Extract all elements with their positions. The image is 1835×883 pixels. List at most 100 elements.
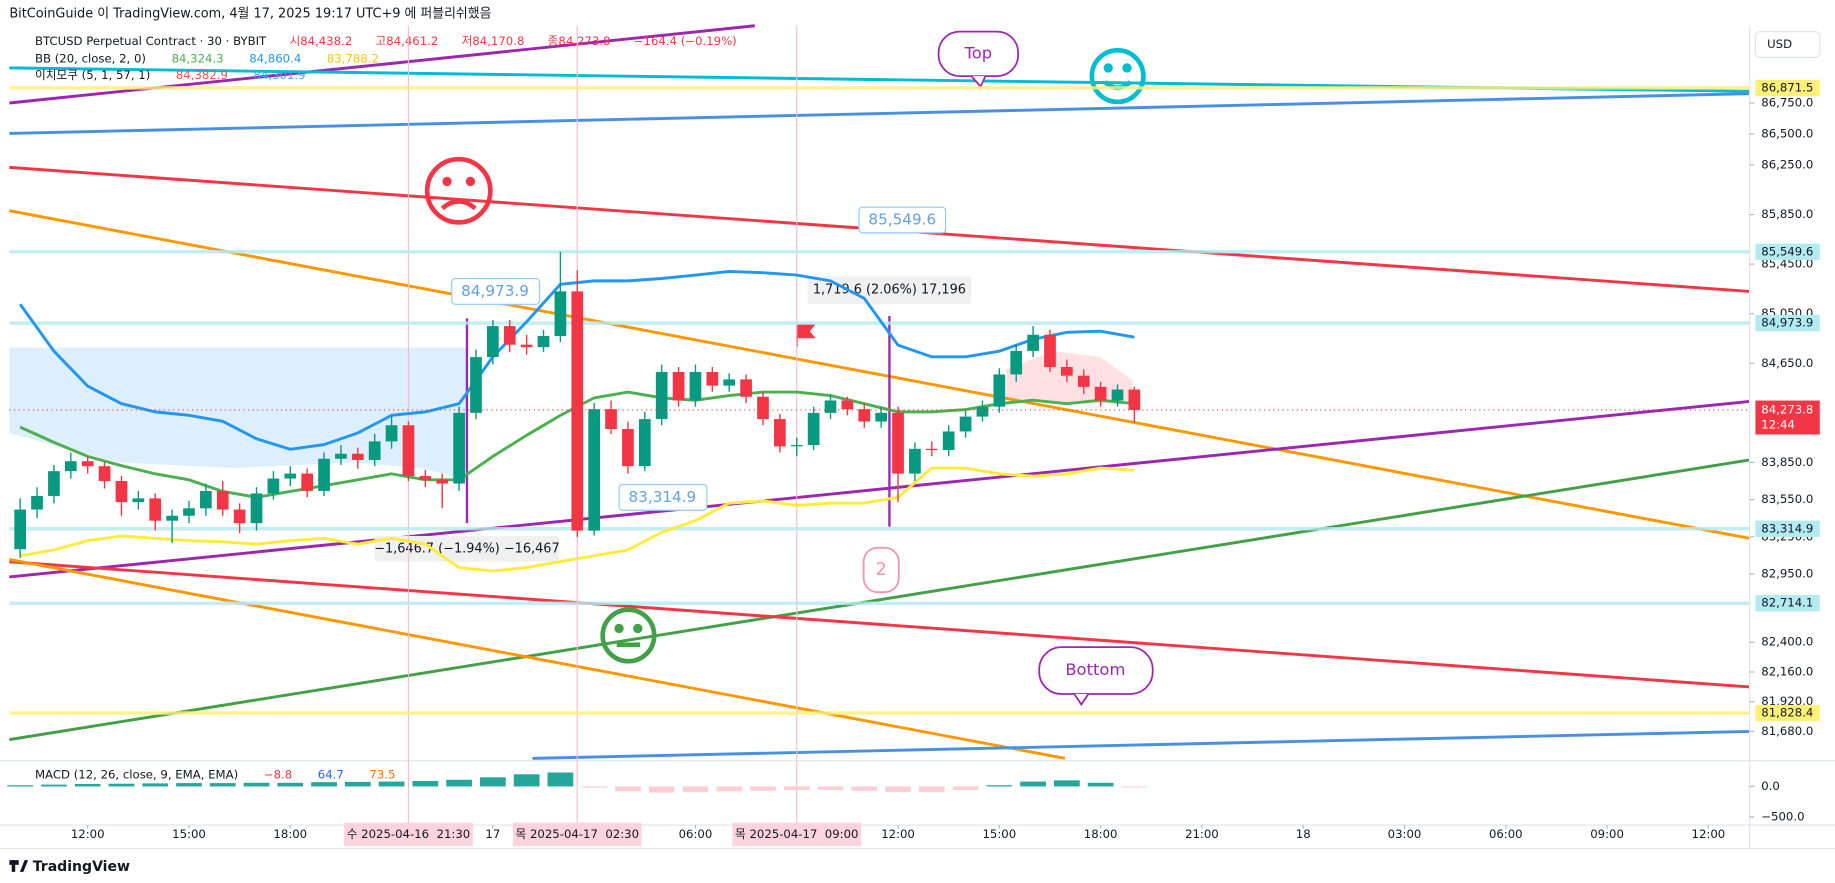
legend-value: 고84,461.2 <box>376 33 439 47</box>
marker-text: 2 <box>876 560 887 580</box>
macd-bar <box>378 781 405 787</box>
macd-bar <box>750 786 776 791</box>
candle-body <box>571 291 584 531</box>
callout: Top <box>937 30 1020 89</box>
macd-bar <box>648 786 675 793</box>
candle-body <box>487 326 499 358</box>
indicator-name: 이치모쿠 (5, 1, 57, 1) <box>35 67 150 81</box>
macd-bar <box>1020 781 1046 787</box>
currency-button[interactable] <box>1754 31 1821 58</box>
macd-bar <box>243 782 270 787</box>
callout-text: 85,549.6 <box>868 211 936 229</box>
macd-tick-label: 0.0 <box>1761 779 1780 793</box>
y-tick-label: 86,750.0 <box>1761 95 1813 109</box>
legend-value: 종84,273.8 <box>548 33 611 47</box>
candle-body <box>807 412 820 446</box>
candle-body <box>655 371 668 420</box>
candle-body <box>1010 350 1023 375</box>
candle-body <box>605 409 617 429</box>
y-tick-label: 82,160.0 <box>1761 664 1813 678</box>
candle-body <box>503 326 516 345</box>
measure-text: −1,646.7 (−1.94%) −16,467 <box>374 541 559 556</box>
candle-body <box>436 479 449 484</box>
measure-text: 1,719.6 (2.06%) 17,196 <box>813 283 966 298</box>
x-tick-label: 17 <box>485 827 500 841</box>
x-highlight <box>512 822 642 847</box>
candle-body <box>790 445 803 447</box>
macd-bar <box>277 782 304 787</box>
candle-body <box>81 461 94 467</box>
candle-body <box>858 409 871 422</box>
x-tick-label: 12:00 <box>71 827 105 841</box>
level-label: 83,314.9 <box>1761 521 1813 535</box>
candle-body <box>942 431 955 451</box>
x-tick-label: 18:00 <box>273 827 307 841</box>
callout-text: 84,973.9 <box>461 282 529 300</box>
level-label: 84,973.9 <box>1761 316 1813 330</box>
indicator-name: MACD (12, 26, close, 9, EMA, EMA) <box>35 767 238 781</box>
macd-bar <box>918 786 945 792</box>
y-tick-label: 86,500.0 <box>1761 126 1813 140</box>
legend-value: 84,324.3 <box>172 51 224 65</box>
candle-body <box>959 416 972 432</box>
candle-body <box>554 291 567 337</box>
measure-box: 1,719.6 (2.06%) 17,196 <box>807 276 972 305</box>
level-label: 85,549.6 <box>1761 244 1813 258</box>
last-price-countdown: 12:44 <box>1761 418 1795 432</box>
legend-value: 73.5 <box>369 767 395 781</box>
candle-body <box>267 478 280 494</box>
candle-body <box>774 419 786 447</box>
macd-bar <box>1053 780 1080 787</box>
macd-bar <box>547 772 574 787</box>
macd-bar <box>581 786 608 788</box>
candle-body <box>1027 334 1039 351</box>
candle-body <box>368 441 381 460</box>
macd-bar <box>142 783 169 787</box>
legend-value: −164.4 (−0.19%) <box>634 33 737 47</box>
candle-body <box>419 476 432 480</box>
legend-line: 이치모쿠 (5, 1, 57, 1) 84,382.9 84,301.9 <box>16 67 316 81</box>
level-label-bg <box>1755 243 1820 260</box>
candle-body <box>48 471 60 496</box>
level-label-bg <box>1755 79 1820 97</box>
macd-tick-label: −500.0 <box>1761 809 1804 823</box>
callout-text: 83,314.9 <box>629 488 697 506</box>
last-price-label: 84,273.8 <box>1761 402 1813 416</box>
level-label-bg <box>1755 595 1820 612</box>
macd-bar <box>885 786 911 792</box>
indicator-line <box>19 466 1135 573</box>
x-tick-label: 03:00 <box>1388 827 1422 841</box>
candle-body <box>402 425 415 477</box>
x-highlight <box>344 822 473 847</box>
macd-bar <box>74 784 101 787</box>
x-tick-label: 수 2025-04-16 21:30 <box>347 827 471 841</box>
price-callout: 83,314.9 <box>618 483 708 511</box>
macd-bar <box>479 777 506 787</box>
candle-body <box>757 396 769 420</box>
legend-value: 84,382.9 <box>176 67 228 81</box>
marker: 2 <box>862 546 900 594</box>
candle-body <box>1061 367 1073 376</box>
level-label-bg <box>1755 520 1820 537</box>
y-tick-label: 86,250.0 <box>1761 157 1813 171</box>
level-label: 81,828.4 <box>1761 706 1813 720</box>
candle-body <box>892 412 904 474</box>
candle-body <box>284 473 297 479</box>
currency[interactable]: USD <box>1767 37 1792 51</box>
legend-value: 84,860.4 <box>249 51 301 65</box>
candle-body <box>638 419 651 467</box>
footer: TradingView <box>33 859 130 875</box>
trend-line <box>9 560 1750 689</box>
candle-body <box>1128 389 1141 410</box>
macd-bar <box>851 786 878 791</box>
symbol: BTCUSD Perpetual Contract · 30 · BYBIT <box>35 33 267 47</box>
candle-body <box>115 481 128 503</box>
candle-body <box>132 498 145 503</box>
callout-text: Top <box>964 43 993 62</box>
candle-body <box>520 344 533 348</box>
x-tick-label: 12:00 <box>881 827 915 841</box>
candle-body <box>31 495 43 510</box>
candle-body <box>149 498 162 521</box>
tv-logo <box>9 860 29 872</box>
